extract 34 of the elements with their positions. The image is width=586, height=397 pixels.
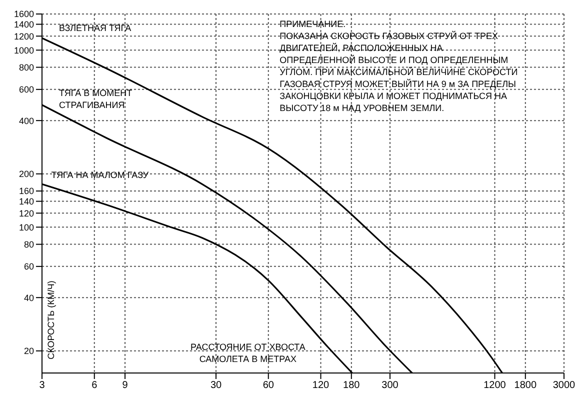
y-tick-label: 1000 [14,45,34,56]
annotation: ПРИМЕЧАНИЕ. [280,18,347,30]
x-tick-label: 9 [122,380,128,392]
x-axis-title: РАССТОЯНИЕ ОТ ХВОСТА САМОЛЕТА В МЕТРАХ [189,341,306,366]
y-tick-label: 120 [18,208,34,218]
y-tick-label: 160 [18,186,34,196]
y-tick-label: 800 [18,62,34,72]
y-tick-label: 100 [18,222,34,232]
x-tick-label: 120 [312,380,330,392]
y-axis-title: СКОРОСТЬ (КМ/Ч) [45,280,57,360]
y-tick-label: 20 [24,346,34,356]
x-tick-label: 180 [343,380,360,392]
x-tick-label: 3 [39,380,46,392]
annotation: ПОКАЗАНА СКОРОСТЬ ГАЗОВЫХ СТРУЙ ОТ ТРЕХ ДВИГАТЕЛЕЙ, РАСПОЛОЖЕННЫХ НА ОПРЕДЕЛЕННОЙ ВЫСОТЕ И ПОД ОПРЕДЕЛЕННЫМ УГЛОМ. ПРИ МАКСИМАЛЬНОЙ ВЕЛИЧИНЕ СКОРОСТИ ГАЗОВАЯ СТРУЯ МОЖЕТ ВЫЙТИ НА 9 м ЗА ПРЕДЕЛЫ ЗАКОНЦОВКИ КРЫЛА И МОЖЕТ ПОДНИМАТЬСЯ НА ВЫСОТУ 18 м НАД УРОВНЕМ ЗЕМЛИ. [280,30,519,114]
x-tick-label: 6 [92,380,98,392]
x-tick-label: 60 [262,380,274,392]
x-tick-label: 3000 [552,380,576,392]
y-tick-label: 200 [18,169,34,180]
x-tick-label: 30 [210,380,222,392]
x-tick-label: 300 [382,380,399,392]
y-tick-label: 400 [18,116,34,126]
y-tick-label: 600 [18,84,34,95]
y-tick-label: 1600 [14,9,34,20]
x-tick-label: 1800 [514,380,537,392]
y-tick-label: 80 [24,240,34,250]
y-tick-label: 60 [24,262,34,272]
series-label: ВЗЛЕТНАЯ ТЯГА [58,22,132,36]
y-tick-label: 140 [18,196,34,206]
y-tick-label: 1400 [14,19,34,30]
series-label: ТЯГА В МОМЕНТ СТРАГИВАНИЯ [58,86,134,112]
series-label: ТЯГА НА МАЛОМ ГАЗУ [50,169,150,182]
y-tick-label: 40 [24,292,34,303]
y-tick-label: 1200 [14,31,34,42]
x-tick-label: 1200 [484,380,506,392]
